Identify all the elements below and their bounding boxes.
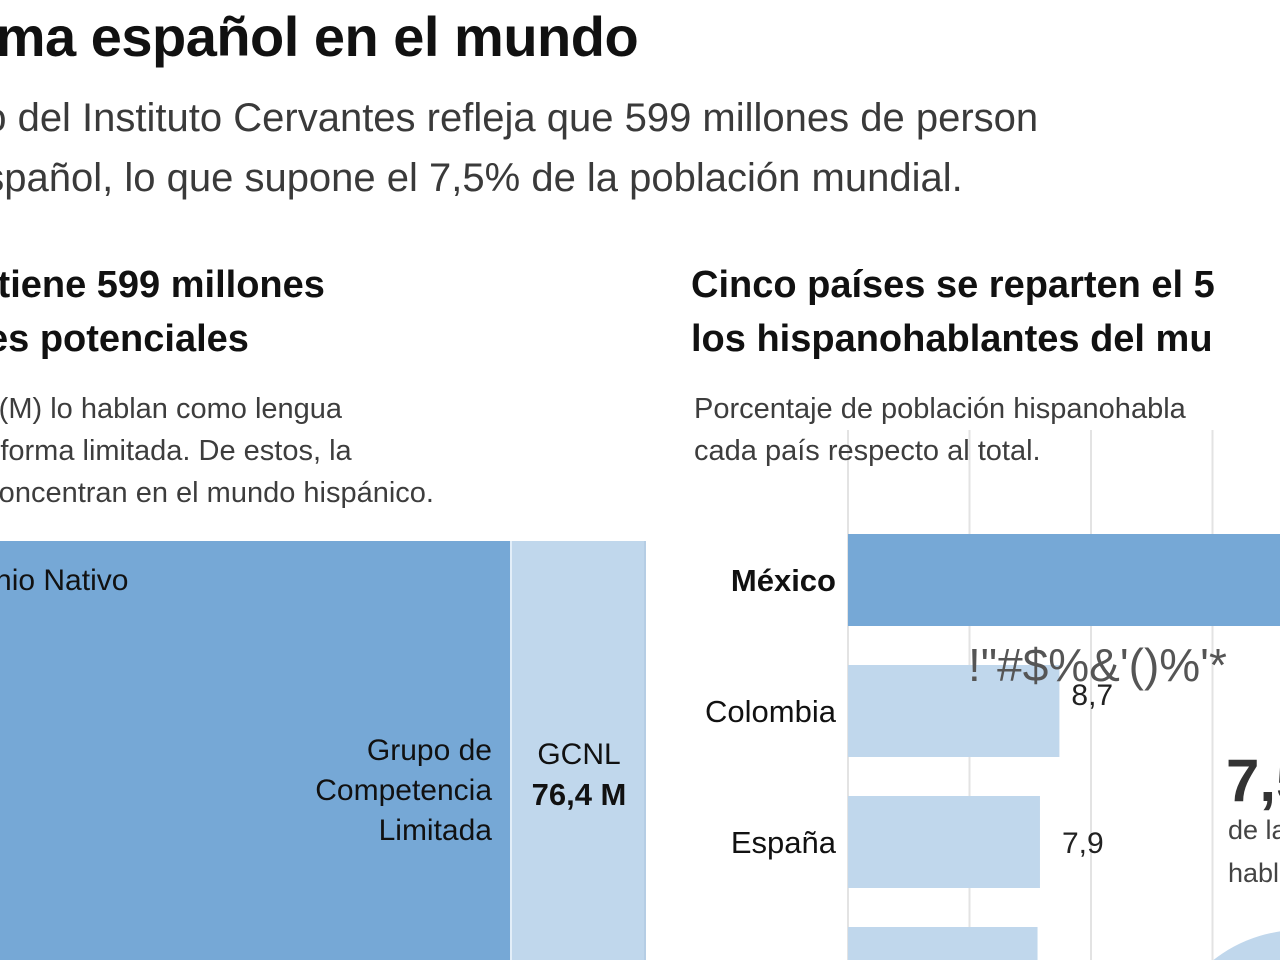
- bar-chart-description: Porcentaje de población hispanohabla cad…: [694, 388, 1186, 472]
- treemap-limited-label-line-1: Grupo de: [366, 734, 492, 767]
- treemap-desc-line-3: e concentran en el mundo hispánico.: [0, 477, 434, 509]
- bar-chart: México Colombia 8,7 España 7,9: [680, 430, 1280, 960]
- callout-percentage: 7,5: [1226, 747, 1280, 814]
- treemap-gcnl-value: 76,4 M: [531, 777, 627, 812]
- treemap-native-label: e Dominio Nativo: [0, 564, 129, 597]
- bar-chart-svg: México Colombia 8,7 España 7,9: [705, 430, 1280, 960]
- treemap: e Dominio Nativo Grupo de Competencia Li…: [0, 541, 646, 960]
- bar-chart-title-line-2: los hispanohablantes del mu: [691, 318, 1213, 360]
- treemap-title: ñol tiene 599 millones antes potenciales: [0, 258, 325, 366]
- bar: [848, 796, 1040, 888]
- bar-value-label: 8,7: [1071, 679, 1113, 712]
- treemap-gcnl-label: GCNL: [537, 738, 621, 771]
- mexico-value-label: !"#$%&'()%'*: [968, 639, 1227, 691]
- treemap-desc-line-1: es (M) lo hablan como lengua: [0, 393, 343, 425]
- bar: [848, 927, 1038, 960]
- page-subtitle-line-2: español, lo que supone el 7,5% de la pob…: [0, 156, 963, 200]
- bar-chart-title-line-1: Cinco países se reparten el 5: [691, 264, 1215, 306]
- treemap-description: es (M) lo hablan como lengua de forma li…: [0, 388, 434, 514]
- bar-chart-title: Cinco países se reparten el 5 los hispan…: [691, 258, 1215, 366]
- treemap-title-line-1: ñol tiene 599 millones: [0, 264, 325, 306]
- bar-category-label: Colombia: [705, 694, 837, 729]
- treemap-limited-label-line-3: Limitada: [378, 814, 492, 847]
- bar-category-label: México: [731, 563, 836, 598]
- treemap-limited-label: Grupo de Competencia Limitada: [315, 731, 492, 851]
- bar-chart-desc-line-2: cada país respecto al total.: [694, 435, 1041, 467]
- treemap-desc-line-2: de forma limitada. De estos, la: [0, 435, 352, 467]
- bar: [848, 534, 1280, 626]
- callout-text-line-1: de la: [1228, 815, 1280, 845]
- treemap-cell-native: e Dominio Nativo Grupo de Competencia Li…: [0, 541, 510, 960]
- treemap-limited-label-line-2: Competencia: [315, 774, 492, 807]
- pie-chart-segment: [1213, 931, 1280, 960]
- bar-chart-desc-line-1: Porcentaje de población hispanohabla: [694, 393, 1186, 425]
- callout-text-line-2: habl: [1228, 858, 1280, 888]
- bar: [848, 665, 1060, 757]
- page-subtitle-line-1: rio del Instituto Cervantes refleja que …: [0, 96, 1039, 140]
- treemap-cell-gcnl: GCNL 76,4 M: [512, 541, 646, 960]
- treemap-title-line-2: antes potenciales: [0, 318, 249, 360]
- treemap-divider: [510, 541, 512, 960]
- bar-value-label: 7,9: [1062, 827, 1104, 860]
- page-title: oma español en el mundo: [0, 5, 639, 68]
- bar-category-label: España: [731, 825, 837, 860]
